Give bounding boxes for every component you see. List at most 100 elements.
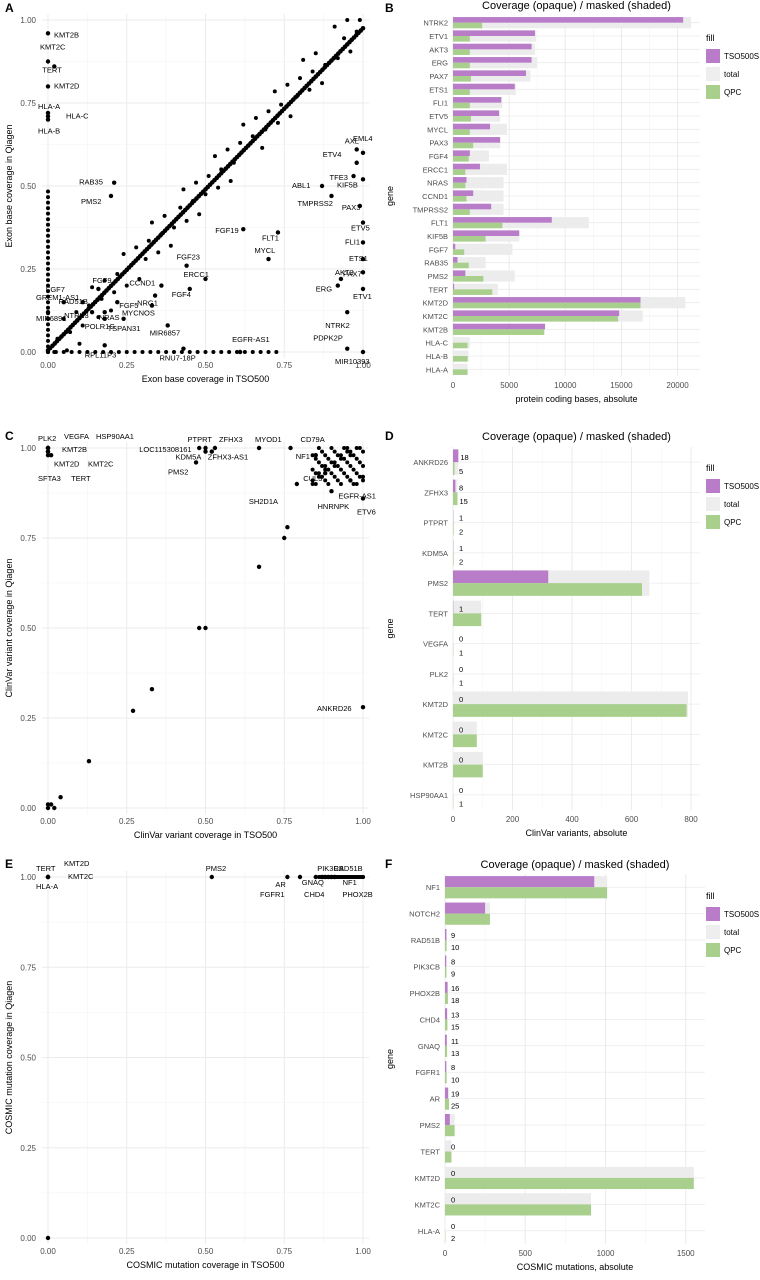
cluster-point [354,456,359,461]
labeled-point [203,445,208,451]
scatter-point [203,625,208,631]
axis-point [46,322,50,327]
point-label: MYCNOS [122,309,155,318]
cluster-point [332,474,337,479]
point-label: HSP90AA1 [96,432,134,441]
point-label: KMT2B [54,30,79,39]
legend-swatch [706,49,720,63]
data-label-tso500: 0 [451,1169,455,1178]
scatter-point [282,535,287,541]
y-tick-label: KMT2D [423,700,449,709]
point-label: TFE3 [330,173,348,182]
legend-label: QPC [724,946,742,955]
cluster-point [323,467,328,472]
scatter-point [323,62,328,67]
y-tick-label: GNAQ [418,1042,440,1051]
axis-point [46,189,50,194]
labeled-point [165,323,170,328]
cluster-point [326,456,331,461]
x-tick-label: 0.00 [40,1247,56,1256]
y-tick-label: HLA-A [426,365,448,374]
labeled-point [111,180,117,185]
axis-point [164,350,169,354]
scatter-point [335,56,340,61]
bar-qpc [453,262,469,269]
bar-tso500 [453,137,501,143]
cluster-point [348,453,353,458]
y-tick-label: NRAS [427,179,448,188]
point-label: HLA-A [38,102,60,111]
cluster-point [357,460,362,465]
data-label-tso500: 0 [451,1222,455,1231]
y-tick-label: 0.25 [20,714,36,723]
labeled-point [348,478,353,483]
scatter-point [112,290,117,295]
data-label-tso500: 8 [459,483,463,492]
panel-letter: E [5,857,13,871]
y-tick-label: FGF7 [429,245,448,254]
cluster-point [326,467,331,472]
axis-point [46,244,50,249]
bar-tso500 [453,17,684,23]
scatter-point [80,323,85,328]
scatter-point [216,185,221,190]
data-label-qpc: 9 [451,970,455,979]
scatter-point [102,278,107,283]
labeled-point [80,300,85,305]
bar-qpc [453,22,483,29]
y-tick-label: 1.00 [20,873,36,882]
axis-point [46,344,50,349]
scatter-point [357,18,362,22]
labeled-point [323,471,328,476]
legend-swatch [706,479,720,493]
bar-qpc [445,940,447,952]
point-label: RAD51B [334,864,363,873]
y-tick-label: KDM5A [422,549,448,558]
point-label: PTPRT [188,435,213,444]
bar-total-top [453,190,504,196]
y-tick-label: KIF5B [427,232,448,241]
axis-point [46,255,50,260]
axis-point [46,289,50,294]
labeled-point [152,293,158,298]
point-label: NTRK3 [64,311,89,320]
bar-tso500 [453,150,470,156]
scatter-point [61,316,66,321]
labeled-point [48,453,54,458]
bar-total-top [453,243,513,250]
x-axis-title: ClinVar variants, absolute [526,828,628,838]
y-tick-label: NTRK2 [423,19,448,28]
scatter-point [197,625,202,631]
y-axis-title: gene [385,618,395,638]
x-tick-label: 0 [443,1249,448,1258]
y-tick-label: ETV1 [429,32,448,41]
bar-qpc [453,209,470,215]
point-label: VEGFA [64,432,89,441]
scatter-point [137,276,142,281]
data-label-qpc: 2 [459,558,463,567]
x-tick-label: 200 [506,815,520,824]
y-tick-label: 0.75 [20,534,36,543]
point-label: EML4 [353,134,373,143]
point-label: PMS2 [206,864,226,873]
scatter-point [231,160,236,165]
bar-total-bottom [453,76,531,82]
bar-qpc [453,704,687,717]
scatter-point [168,243,173,248]
point-label: CD79A [301,435,325,444]
scatter-point [354,29,359,34]
legend-label: TSO500S [724,52,759,61]
labeled-point [357,203,363,209]
legend-label: TSO500S [724,482,759,491]
chart-title: Coverage (opaque) / masked (shaded) [482,0,671,12]
bar-total-top [453,270,515,276]
x-tick-label: 400 [565,815,579,824]
y-tick-label: HLA-A [418,1227,440,1236]
bar-total-top [453,283,498,290]
cluster-point [332,460,337,465]
labeled-point [45,449,51,454]
cluster-point [316,471,321,476]
axis-point [46,333,50,338]
point-label: GNAQ [302,878,324,887]
labeled-point [360,256,366,262]
